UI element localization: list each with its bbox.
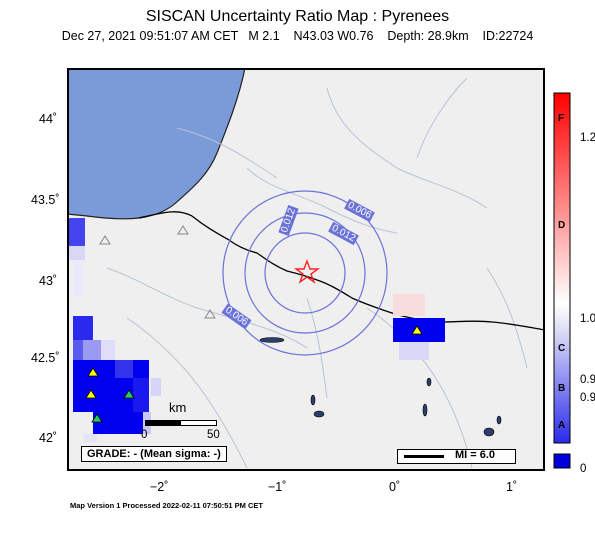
colorbar xyxy=(553,92,571,469)
contours xyxy=(222,190,388,356)
inactive-stations xyxy=(99,225,216,319)
grade-label: GRADE: - (Mean sigma: -) xyxy=(81,446,227,462)
x-label-minus1: −1˚ xyxy=(268,480,287,494)
colorbar-letter-a: A xyxy=(558,420,566,431)
scale-tick-50: 50 xyxy=(207,429,220,441)
mi-label: MI = 6.0 xyxy=(455,449,496,461)
y-label-42: 42˚ xyxy=(39,431,58,445)
epicenter-star xyxy=(293,259,321,284)
map-canvas xyxy=(67,68,545,471)
uncertainty-cells xyxy=(67,218,445,442)
scale-bar-title: km xyxy=(169,400,187,415)
scale-tick-0: 0 xyxy=(141,429,148,441)
y-label-43: 43˚ xyxy=(39,274,58,288)
active-stations xyxy=(85,325,423,423)
colorbar-value-0-9a: 0.9 xyxy=(580,374,595,386)
y-label-42-5: 42.5˚ xyxy=(31,351,60,365)
colorbar-letter-d: D xyxy=(558,220,566,231)
ocean xyxy=(67,68,246,220)
colorbar-value-1-2: 1.2 xyxy=(580,132,595,144)
border xyxy=(191,215,545,331)
colorbar-letter-f: F xyxy=(558,113,565,124)
lakes xyxy=(259,337,502,437)
x-label-1: 1˚ xyxy=(506,480,518,494)
y-label-44: 44˚ xyxy=(39,112,58,126)
x-label-minus2: −2˚ xyxy=(150,480,169,494)
x-label-0: 0˚ xyxy=(389,480,401,494)
colorbar-value-0: 0 xyxy=(580,463,587,475)
footer-version: Map Version 1 Processed 2022-02-11 07:50… xyxy=(70,501,264,510)
rivers xyxy=(106,77,528,469)
mi-legend: MI = 6.0 xyxy=(397,449,516,464)
colorbar-letter-c: C xyxy=(558,343,566,354)
event-info: Dec 27, 2021 09:51:07 AM CET M 2.1 N43.0… xyxy=(61,29,534,43)
scale-bar xyxy=(145,420,217,426)
coastline xyxy=(138,211,193,219)
map-title: SISCAN Uncertainty Ratio Map : Pyrenees xyxy=(145,8,450,25)
mi-line-sample xyxy=(404,455,444,458)
map-panel: 0.006 0.012 0.012 0.006 xyxy=(67,68,545,471)
colorbar-letter-b: B xyxy=(558,383,566,394)
y-label-43-5: 43.5˚ xyxy=(31,193,60,207)
map-border xyxy=(67,68,545,471)
colorbar-value-0-9b: 0.9 xyxy=(580,392,595,404)
colorbar-value-1-0: 1.0 xyxy=(580,313,595,325)
